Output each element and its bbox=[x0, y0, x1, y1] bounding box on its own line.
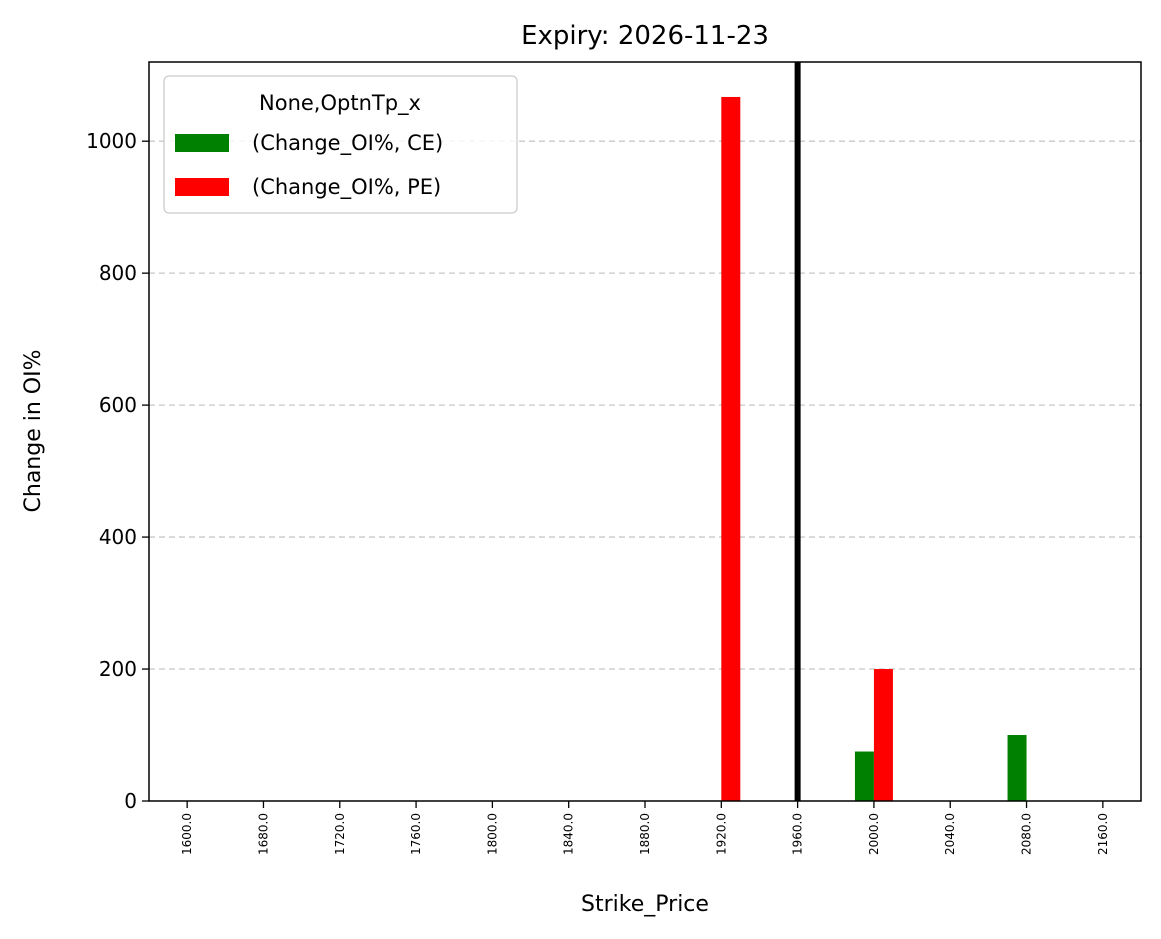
x-tick-label: 1960.0 bbox=[791, 813, 805, 855]
x-tick-label: 1760.0 bbox=[409, 813, 423, 855]
legend-swatch-pe bbox=[175, 178, 229, 196]
legend-title: None,OptnTp_x bbox=[259, 91, 421, 116]
chart-title: Expiry: 2026-11-23 bbox=[521, 21, 769, 51]
legend: None,OptnTp_x (Change_OI%, CE) (Change_OI%… bbox=[163, 75, 518, 214]
x-tick-label: 1840.0 bbox=[562, 813, 576, 855]
x-tick-label: 1600.0 bbox=[180, 813, 194, 855]
x-tick-label: 1920.0 bbox=[714, 813, 728, 855]
x-tick-label: 1800.0 bbox=[485, 813, 499, 855]
x-axis: 1600.0 1680.0 1720.0 1760.0 1800.0 1840.0 1880… bbox=[180, 801, 1110, 855]
y-tick-label: 1000 bbox=[86, 129, 137, 153]
y-tick-label: 200 bbox=[99, 657, 137, 681]
bar-ce-2000.0 bbox=[854, 751, 874, 801]
grid bbox=[149, 140, 1141, 670]
bar-pe-2000.0 bbox=[873, 669, 893, 801]
bar-pe-1920.0 bbox=[721, 96, 741, 802]
x-tick-label: 1880.0 bbox=[638, 813, 652, 855]
x-tick-label: 2000.0 bbox=[867, 813, 881, 855]
y-tick-label: 400 bbox=[99, 525, 137, 549]
legend-box bbox=[163, 75, 518, 214]
legend-label-pe: (Change_OI%, PE) bbox=[252, 175, 441, 200]
x-tick-label: 2160.0 bbox=[1096, 813, 1110, 855]
x-tick-label: 2040.0 bbox=[943, 813, 957, 855]
x-tick-label: 1680.0 bbox=[256, 813, 270, 855]
y-axis-label: Change in OI% bbox=[21, 350, 46, 513]
y-tick-label: 0 bbox=[124, 789, 137, 813]
y-tick-label: 800 bbox=[99, 261, 137, 285]
bars bbox=[721, 96, 1027, 802]
x-axis-label: Strike_Price bbox=[581, 892, 709, 917]
legend-label-ce: (Change_OI%, CE) bbox=[252, 131, 443, 156]
bar-ce-2080.0 bbox=[1007, 735, 1027, 801]
legend-swatch-ce bbox=[175, 134, 229, 152]
x-tick-label: 2080.0 bbox=[1020, 813, 1034, 855]
x-tick-label: 1720.0 bbox=[333, 813, 347, 855]
y-tick-label: 600 bbox=[99, 393, 137, 417]
y-axis: 0 200 400 600 800 1000 bbox=[86, 129, 149, 813]
